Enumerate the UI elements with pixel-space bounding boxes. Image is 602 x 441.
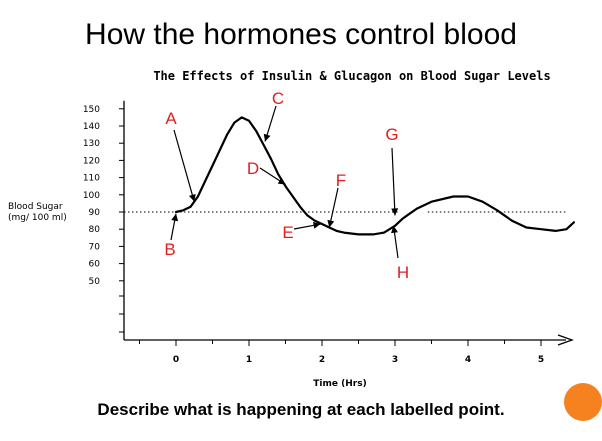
annotation-label: E [282, 223, 293, 242]
slide-title: How the hormones control blood [85, 18, 517, 51]
annotation-label: C [272, 89, 284, 108]
annotation-g: G [385, 125, 399, 216]
y-axis-label-line-2: (mg/ 100 ml) [8, 213, 67, 223]
y-ticks: 50 60 70 80 90 100 110 120 130 140 150 [83, 105, 124, 333]
y-tick-label: 150 [83, 105, 100, 115]
x-tick-label: 4 [465, 355, 471, 365]
x-axis-arrowhead [557, 334, 574, 346]
slide-footer: Describe what is happening at each label… [97, 400, 505, 419]
annotation-arrowhead [188, 193, 196, 202]
y-tick-label: 120 [83, 156, 100, 166]
annotation-e: E [282, 221, 321, 242]
annotation-label: F [336, 171, 346, 190]
x-tick-label: 5 [538, 355, 544, 365]
annotation-a: A [165, 109, 196, 202]
annotation-arrowhead [277, 177, 286, 185]
annotation-label: D [247, 159, 259, 178]
annotation-label: H [397, 263, 409, 282]
x-axis-label: Time (Hrs) [313, 379, 366, 389]
annotation-arrowhead [263, 133, 271, 142]
y-tick-label: 80 [89, 225, 101, 235]
annotation-arrowhead [313, 221, 321, 229]
annotation-d: D [247, 159, 286, 185]
annotation-arrowhead [171, 213, 179, 222]
annotation-label: B [164, 240, 175, 259]
x-tick-label: 1 [246, 355, 252, 365]
annotation-arrowhead [391, 225, 398, 234]
annotation-arrowhead [327, 219, 335, 228]
annotation-c: C [263, 89, 284, 142]
annotation-label: G [385, 125, 398, 144]
x-tick-label: 0 [173, 355, 179, 365]
annotation-b: B [164, 213, 179, 259]
x-ticks: 0 1 2 3 4 5 [139, 340, 544, 365]
y-tick-label: 130 [83, 139, 100, 149]
annotation-arrow-shaft [391, 147, 396, 216]
annotation-f: F [327, 171, 346, 228]
series [174, 116, 575, 236]
annotation-arrowhead [391, 208, 399, 216]
y-tick-label: 100 [83, 191, 100, 201]
y-axis-label-line-1: Blood Sugar [8, 202, 63, 212]
chart-title: The Effects of Insulin & Glucagon on Blo… [153, 69, 550, 83]
y-tick-label: 50 [89, 277, 101, 287]
annotation-label: A [165, 109, 177, 128]
blood-sugar-line [174, 116, 575, 236]
y-tick-label: 90 [89, 208, 101, 218]
slide-accent-circle [564, 383, 602, 421]
y-tick-label: 70 [89, 242, 101, 252]
y-axis-label: Blood Sugar (mg/ 100 ml) [8, 202, 67, 223]
y-tick-label: 140 [83, 122, 100, 132]
annotation-arrow-shaft [173, 129, 195, 202]
y-tick-label: 110 [83, 174, 100, 184]
axes [123, 100, 574, 346]
x-tick-label: 2 [319, 355, 325, 365]
annotations: A B C D E F G H [164, 89, 409, 282]
y-tick-label: 60 [89, 260, 101, 270]
annotation-h: H [391, 225, 409, 282]
x-tick-label: 3 [392, 355, 398, 365]
